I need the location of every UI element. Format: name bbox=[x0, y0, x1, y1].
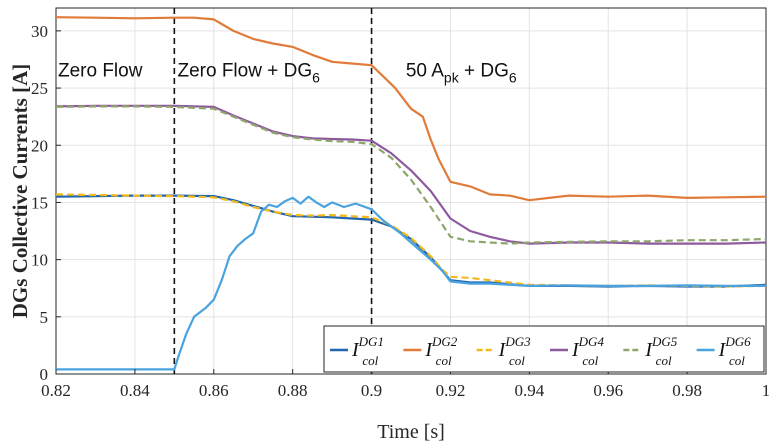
x-tick-label: 0.9 bbox=[361, 381, 382, 400]
series-line bbox=[55, 105, 767, 245]
legend-label: IDG5 col bbox=[644, 334, 677, 368]
x-axis-label: Time [s] bbox=[377, 421, 445, 443]
legend-label: IDG3 col bbox=[498, 334, 531, 368]
x-tick-label: 0.92 bbox=[436, 381, 466, 400]
legend-label: IDG2 col bbox=[424, 334, 457, 368]
annotations: Zero Flow Zero Flow + DG6 50 Apk + DG6 bbox=[58, 61, 517, 86]
x-tick-label: 0.96 bbox=[593, 381, 623, 400]
x-tick-label: 0.94 bbox=[514, 381, 544, 400]
plot-frame bbox=[55, 7, 767, 375]
axis-ticks: 0.82 0.84 0.86 0.88 0.9 0.92 0.94 0.96 0.98 10510… bbox=[31, 22, 769, 400]
y-tick-label: 0 bbox=[40, 365, 49, 384]
series-line bbox=[55, 104, 767, 245]
y-tick-label: 5 bbox=[40, 308, 49, 327]
region-annotation: Zero Flow bbox=[58, 61, 143, 82]
x-tick-label: 0.86 bbox=[199, 381, 229, 400]
y-axis-label: DGs Collective Currents [A] bbox=[8, 64, 32, 318]
series-lines bbox=[55, 16, 767, 371]
region-annotation: Zero Flow + DG6 bbox=[177, 61, 320, 86]
legend-label: IDG1 col bbox=[351, 334, 384, 368]
x-tick-label: 0.82 bbox=[41, 381, 71, 400]
series-line bbox=[56, 195, 766, 371]
plot-area bbox=[55, 7, 767, 375]
x-tick-label: 0.84 bbox=[120, 381, 150, 400]
x-tick-label: 0.98 bbox=[672, 381, 702, 400]
legend-box bbox=[323, 325, 765, 373]
legend-label: IDG4 col bbox=[571, 334, 604, 368]
y-tick-label: 10 bbox=[31, 251, 48, 270]
region-annotation: 50 Apk + DG6 bbox=[406, 61, 517, 86]
x-tick-label: 1 bbox=[762, 381, 769, 400]
legend-label: IDG6 col bbox=[718, 334, 751, 368]
x-tick-label: 0.88 bbox=[278, 381, 308, 400]
y-tick-label: 15 bbox=[31, 193, 48, 212]
series-line bbox=[55, 16, 767, 202]
event-markers bbox=[173, 8, 373, 374]
y-tick-label: 20 bbox=[31, 136, 48, 155]
y-tick-label: 25 bbox=[31, 79, 48, 98]
y-tick-label: 30 bbox=[31, 22, 48, 41]
legend: IDG1 col IDG2 col IDG3 col IDG4 col IDG5 col IDG6 c… bbox=[323, 325, 765, 373]
